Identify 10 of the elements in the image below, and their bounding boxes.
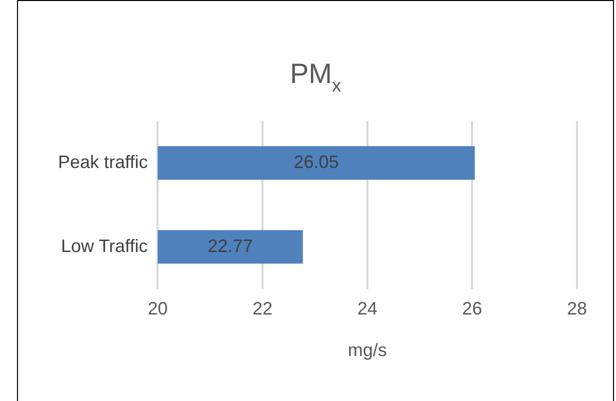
y-tick-label: Peak traffic	[58, 152, 148, 172]
x-tick-label: 22	[252, 298, 273, 319]
x-tick-label: 24	[357, 298, 378, 319]
data-label: 22.77	[208, 236, 253, 256]
x-axis-title: mg/s	[348, 340, 387, 360]
y-tick-label: Low Traffic	[60, 236, 148, 256]
x-tick-label: 28	[566, 298, 588, 319]
data-label: 26.05	[294, 152, 339, 172]
x-tick-label: 26	[462, 298, 482, 319]
x-tick-label: 20	[148, 298, 168, 319]
